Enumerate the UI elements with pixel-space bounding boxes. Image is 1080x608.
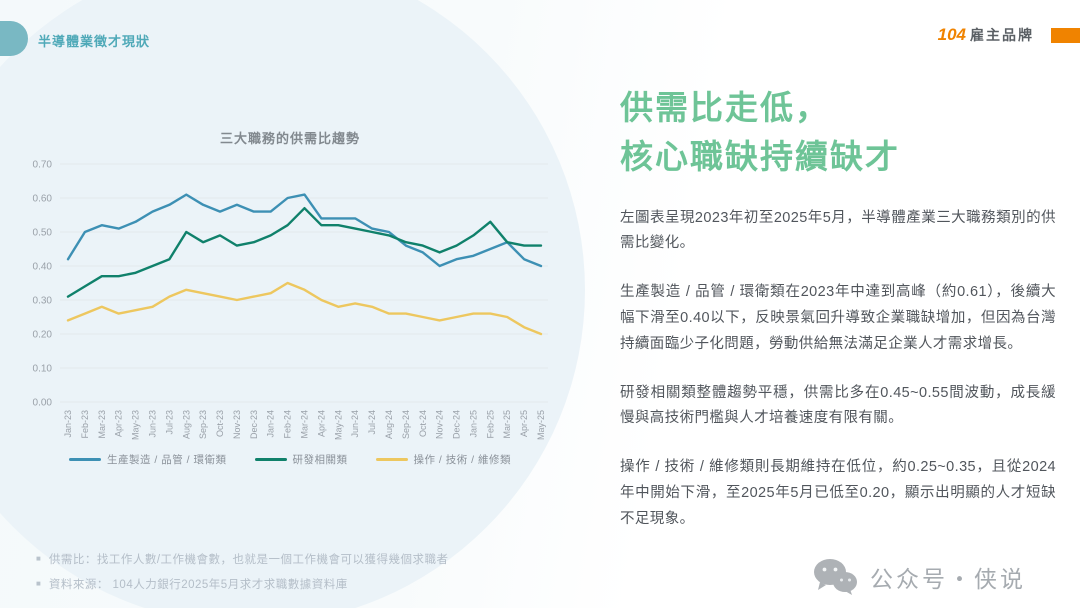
x-axis-tick-label: Feb-24 [283, 410, 293, 439]
x-axis-tick-label: Jan-25 [468, 410, 478, 438]
x-axis-tick-label: Jun-24 [350, 410, 360, 438]
insight-paragraph-overview: 左圖表呈現2023年初至2025年5月，半導體產業三大職務類別的供需比變化。 [620, 209, 1056, 252]
insight-paragraph-rnd: 研發相關類整體趨勢平穩，供需比多在0.45~0.55間波動，成長緩慢與高技術門檻… [620, 384, 1056, 427]
background-circle [0, 0, 585, 608]
x-axis-tick-label: Jul-23 [164, 410, 174, 435]
x-axis-tick-label: Sep-24 [401, 410, 411, 439]
x-axis-tick-label: Mar-23 [97, 410, 107, 439]
legend-label: 操作 / 技術 / 維修類 [413, 454, 512, 466]
x-axis-tick-label: Apr-24 [316, 410, 326, 437]
x-axis-tick-label: Jan-24 [266, 410, 276, 438]
legend-item-2: 操作 / 技術 / 維修類 [375, 452, 512, 467]
square-bullet-icon: ■ [36, 554, 41, 563]
footnote-text: 供需比：找工作人數/工作機會數，也就是一個工作機會可以獲得幾個求職者 [48, 554, 449, 566]
x-axis-tick-label: Dec-23 [249, 410, 259, 439]
series-line-1 [66, 206, 543, 298]
legend-item-0: 生產製造 / 品管 / 環衛類 [68, 452, 227, 467]
x-axis-tick-label: Feb-25 [485, 410, 495, 439]
x-axis-tick-label: Jan-23 [63, 410, 73, 438]
logo-orange-bar-icon [1051, 28, 1080, 43]
footnote-text: 資料來源： 104人力銀行2025年5月求才求職數據資料庫 [48, 579, 348, 591]
legend-item-1: 研發相關類 [254, 452, 348, 467]
x-axis-tick-label: Aug-23 [181, 410, 191, 439]
x-axis-tick-label: Feb-23 [80, 410, 90, 439]
series-line-0 [66, 193, 543, 268]
page-title: 供需比走低， 核心職缺持續缺才 [620, 84, 1056, 182]
x-axis-tick-label: Sep-23 [198, 410, 208, 439]
legend-label: 生產製造 / 品管 / 環衛類 [106, 454, 227, 466]
x-axis-tick-label: Aug-24 [384, 410, 394, 439]
x-axis-tick-label: Dec-24 [452, 410, 462, 439]
logo-104-text: 104 [937, 25, 966, 44]
supply-demand-line-chart: 0.00 0.10 0.20 0.30 0.40 0.50 0.60 0.70 Jan-23 Fe… [0, 116, 580, 468]
x-axis-tick-label: Nov-24 [435, 410, 445, 439]
insight-paragraph-operations: 操作 / 技術 / 維修類則長期維持在低位，約0.25~0.35，且從2024年… [620, 459, 1056, 527]
x-axis-tick-label: Mar-25 [502, 410, 512, 439]
chart-svg: 0.00 0.10 0.20 0.30 0.40 0.50 0.60 0.70 Jan-23 Fe… [33, 160, 548, 440]
y-axis-tick-label: 0.20 [33, 330, 53, 341]
footnotes: ■ 供需比：找工作人數/工作機會數，也就是一個工作機會可以獲得幾個求職者 ■ 資… [36, 551, 449, 601]
legend-line-swatch-icon [375, 458, 408, 461]
legend-line-swatch-icon [254, 458, 287, 461]
x-axis-tick-label: May-25 [536, 410, 546, 440]
y-axis-tick-label: 0.30 [33, 296, 53, 307]
wechat-icon [814, 559, 857, 595]
y-axis-tick-label: 0.70 [33, 160, 53, 171]
chart-legend: 生產製造 / 品管 / 環衛類 研發相關類 操作 / 技術 / 維修類 [30, 452, 550, 467]
legend-line-swatch-icon [68, 458, 101, 461]
footnote-definition: ■ 供需比：找工作人數/工作機會數，也就是一個工作機會可以獲得幾個求職者 [36, 551, 449, 567]
insight-panel: 供需比走低， 核心職缺持續缺才 左圖表呈現2023年初至2025年5月，半導體產… [620, 84, 1056, 556]
x-axis-tick-label: Apr-23 [114, 410, 124, 437]
x-axis-tick-label: Apr-25 [519, 410, 529, 437]
y-axis-tick-label: 0.00 [33, 398, 53, 409]
y-axis-tick-label: 0.10 [33, 364, 53, 375]
section-title: 半導體業徵才現狀 [38, 34, 151, 49]
insight-paragraph-production: 生產製造 / 品管 / 環衛類在2023年中達到高峰（約0.61），後續大幅下滑… [620, 284, 1056, 352]
header-accent-pill-icon [0, 21, 28, 56]
series-line-2 [66, 281, 543, 336]
chart-title: 三大職務的供需比趨勢 [219, 131, 360, 146]
wechat-account-label: 公众号・侠说 [870, 566, 1026, 592]
y-axis-tick-label: 0.40 [33, 262, 53, 273]
page-title-line1: 供需比走低， [620, 89, 830, 126]
legend-label: 研發相關類 [292, 454, 348, 466]
x-axis-tick-label: Mar-24 [300, 410, 310, 439]
footnote-source: ■ 資料來源： 104人力銀行2025年5月求才求職數據資料庫 [36, 576, 449, 592]
x-axis-tick-label: Nov-23 [232, 410, 242, 439]
x-axis-tick-label: May-24 [333, 410, 343, 440]
x-axis-tick-label: Oct-24 [418, 410, 428, 437]
x-axis-tick-label: May-23 [131, 410, 141, 440]
y-axis-tick-label: 0.60 [33, 194, 53, 205]
x-axis-tick-label: Jun-23 [147, 410, 157, 438]
logo-104-employer-brand: 104 雇主品牌 [938, 25, 1034, 45]
x-axis-tick-label: Jul-24 [367, 410, 377, 435]
page-title-line2: 核心職缺持續缺才 [620, 137, 900, 175]
x-axis-tick-label: Oct-23 [215, 410, 225, 437]
square-bullet-icon: ■ [36, 579, 41, 588]
y-axis-tick-label: 0.50 [33, 228, 53, 239]
logo-brand-text: 雇主品牌 [970, 27, 1034, 43]
wechat-watermark: 公众号・侠说 [812, 558, 1026, 596]
